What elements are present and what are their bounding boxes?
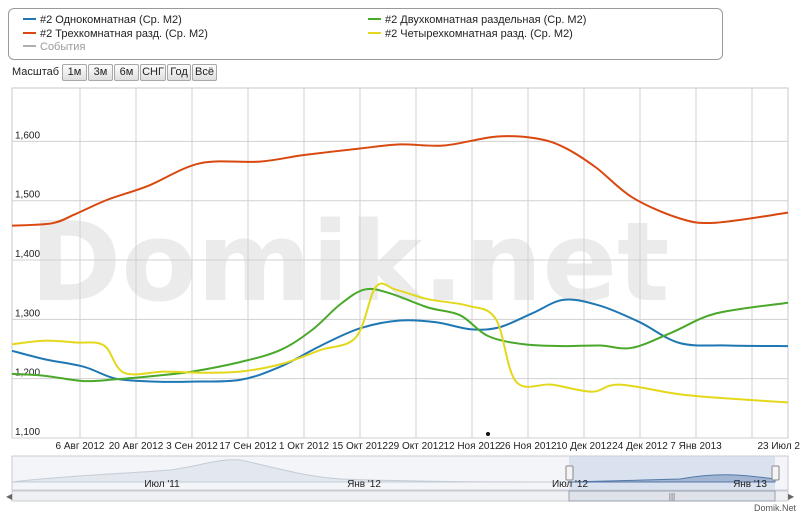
legend-item-events[interactable]: События: [23, 40, 85, 54]
legend: #2 Однокомнатная (Ср. М2) #2 Двухкомнатн…: [8, 8, 723, 60]
legend-item-two-room[interactable]: #2 Двухкомнатная раздельная (Ср. М2): [368, 13, 586, 27]
navigator-label: Янв '13: [733, 479, 767, 490]
series-two-room-line[interactable]: [11, 287, 789, 383]
legend-swatch: [368, 32, 381, 35]
x-tick-label: 12 Ноя 2012: [443, 441, 501, 452]
scrollbar-track[interactable]: [11, 490, 789, 502]
y-tick-label: 1,300: [15, 308, 40, 319]
navigator-label: Янв '12: [347, 479, 381, 490]
series-layer: [11, 135, 789, 404]
legend-label: #2 Однокомнатная (Ср. М2): [40, 14, 182, 26]
legend-swatch: [23, 32, 36, 35]
navigator-label: Июл '11: [144, 479, 180, 490]
legend-swatch: [23, 18, 36, 21]
zoom-ytd-button[interactable]: СНГ: [140, 64, 166, 81]
credit-link[interactable]: Domik.Net: [753, 503, 796, 513]
x-tick-label: 20 Авг 2012: [109, 441, 164, 452]
navigator-label: Июл '12: [552, 479, 589, 490]
legend-label: События: [40, 41, 86, 53]
x-tick-label: 17 Сен 2012: [219, 441, 277, 452]
scroll-right-icon[interactable]: ▶: [788, 492, 795, 501]
y-tick-label: 1,200: [15, 368, 40, 379]
y-tick-label: 1,500: [15, 190, 40, 201]
legend-swatch: [368, 18, 381, 21]
zoom-all-button[interactable]: Всё: [192, 64, 217, 81]
legend-label: #2 Трехкомнатная разд. (Ср. М2): [40, 28, 208, 40]
scrollbar-grip-icon: |||: [669, 492, 675, 501]
x-tick-label: 6 Авг 2012: [56, 441, 105, 452]
scrollbar-thumb[interactable]: [568, 490, 776, 502]
zoom-year-button[interactable]: Год: [167, 64, 191, 81]
navigator-history-area: [11, 459, 571, 483]
x-tick-label: 3 Сен 2012: [166, 441, 218, 452]
y-tick-label: 1,100: [15, 427, 40, 438]
x-tick-label: 26 Ноя 2012: [499, 441, 557, 452]
navigator: Июл '11 Янв '12 Июл '12 Янв '13 ||| ◀ ▶: [6, 455, 795, 502]
legend-label: #2 Двухкомнатная раздельная (Ср. М2): [385, 14, 587, 26]
x-tick-label: 15 Окт 2012: [332, 441, 388, 452]
zoom-label: Масштаб: [12, 66, 60, 78]
zoom-3m-button[interactable]: 3м: [88, 64, 113, 81]
y-axis: 1,100 1,200 1,300 1,400 1,500 1,600: [15, 130, 40, 438]
series-four-room-line[interactable]: [11, 282, 789, 404]
x-tick-label: 10 Дек 2012: [556, 441, 612, 452]
x-tick-label: 29 Окт 2012: [388, 441, 444, 452]
zoom-1m-button[interactable]: 1м: [62, 64, 87, 81]
x-tick-label: 1 Окт 2012: [279, 441, 330, 452]
x-tick-label: 24 Дек 2012: [612, 441, 668, 452]
zoom-6m-button[interactable]: 6м: [114, 64, 139, 81]
watermark-text: Domik.net: [30, 198, 670, 326]
navigator-selected-area: [568, 474, 776, 483]
legend-item-four-room[interactable]: #2 Четырехкомнатная разд. (Ср. М2): [368, 27, 573, 41]
y-tick-label: 1,600: [15, 130, 40, 141]
grid: [11, 87, 789, 439]
x-tick-label: 23 Июл 2: [757, 441, 800, 452]
legend-label: #2 Четырехкомнатная разд. (Ср. М2): [385, 28, 573, 40]
legend-item-one-room[interactable]: #2 Однокомнатная (Ср. М2): [23, 13, 182, 27]
event-marker[interactable]: [486, 432, 490, 436]
y-tick-label: 1,400: [15, 249, 40, 260]
navigator-left-handle[interactable]: [565, 465, 574, 481]
navigator-selection[interactable]: [569, 456, 775, 490]
series-one-room-line[interactable]: [11, 298, 789, 383]
navigator-right-handle[interactable]: [771, 465, 780, 481]
series-three-room-line[interactable]: [11, 135, 789, 227]
legend-item-three-room[interactable]: #2 Трехкомнатная разд. (Ср. М2): [23, 27, 208, 41]
scroll-left-icon[interactable]: ◀: [6, 492, 13, 501]
legend-swatch: [23, 45, 36, 48]
x-axis: 6 Авг 2012 20 Авг 2012 3 Сен 2012 17 Сен 20…: [56, 441, 800, 452]
x-tick-label: 7 Янв 2013: [670, 441, 722, 452]
